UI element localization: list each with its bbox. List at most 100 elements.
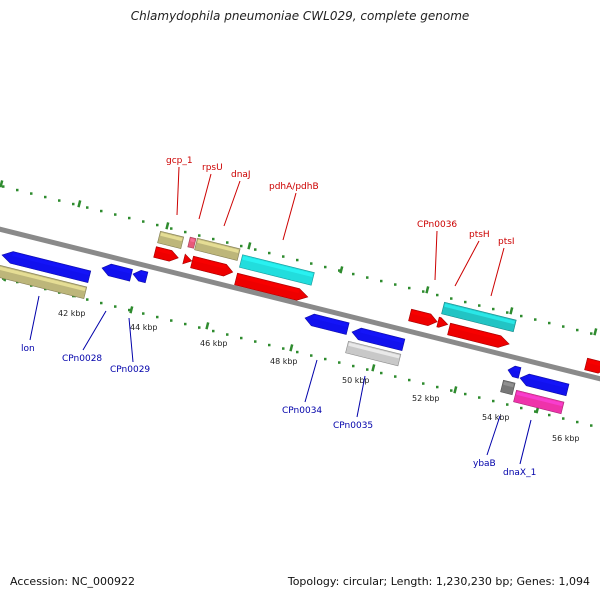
- gene-feature: [239, 254, 315, 286]
- gene-highlight: [516, 391, 563, 407]
- gene-feature: [157, 230, 185, 250]
- gene-label: dnaJ: [231, 170, 251, 180]
- inner-track-dot: [226, 333, 229, 336]
- inner-track-dot: [576, 420, 579, 424]
- label-leader: [82, 310, 107, 351]
- inner-track-dot: [436, 385, 439, 389]
- outer-track-dot: [450, 297, 453, 300]
- outer-track-dot: [478, 304, 481, 307]
- inner-track-dot: [408, 378, 411, 382]
- outer-track-dot: [254, 248, 257, 251]
- inner-track-dot: [464, 392, 467, 396]
- major-tick: [0, 180, 4, 188]
- label-leader: [454, 240, 480, 287]
- outer-track-dot: [86, 206, 89, 209]
- inner-track-dot: [212, 329, 215, 333]
- outer-track-dot: [520, 314, 523, 318]
- kbp-label: 44 kbp: [130, 323, 158, 332]
- gene-label: CPn0029: [110, 365, 150, 375]
- inner-track-dot: [142, 312, 145, 315]
- outer-track-dot: [282, 255, 285, 258]
- gene-highlight: [156, 248, 172, 255]
- outer-track-dot: [352, 272, 355, 276]
- inner-track-dot: [534, 410, 537, 413]
- gene-highlight: [360, 329, 404, 344]
- gene-highlight: [528, 375, 568, 389]
- gene-highlight: [313, 315, 348, 327]
- gene-feature: [584, 357, 600, 374]
- outer-dotted-track: [2, 185, 593, 335]
- gene-feature: [408, 308, 438, 326]
- outer-track-dot: [548, 321, 551, 325]
- inner-track-dot: [366, 368, 369, 371]
- inner-track-dot: [338, 361, 341, 364]
- label-leader: [223, 180, 241, 227]
- inner-track-dot: [128, 308, 131, 312]
- gene-label: ybaB: [473, 459, 496, 469]
- major-tick: [509, 307, 514, 315]
- inner-track-dot: [170, 319, 173, 322]
- outer-track-dot: [198, 234, 201, 237]
- label-leader: [486, 415, 501, 456]
- gene-feature: [351, 327, 406, 352]
- major-tick: [339, 266, 344, 274]
- kbp-label: 54 kbp: [482, 413, 510, 422]
- gene-feature: [513, 389, 565, 415]
- inner-track-dot: [156, 315, 159, 319]
- kbp-scale: 42 kbp 44 kbp 46 kbp 48 kbp 50 kbp 52 kbp 54 k…: [0, 180, 598, 443]
- gene-highlight: [190, 238, 195, 243]
- gene-highlight: [411, 310, 431, 319]
- outer-track-dot: [534, 318, 537, 321]
- outer-track-dot: [142, 220, 145, 223]
- gene-feature: [182, 253, 193, 265]
- outer-track-dot: [184, 230, 187, 234]
- inner-track-dot: [352, 364, 355, 368]
- gene-feature: [500, 379, 516, 396]
- gene-highlight: [160, 232, 183, 242]
- gene-label: CPn0036: [417, 220, 457, 230]
- outer-track-dot: [268, 251, 271, 255]
- label-leader: [304, 359, 318, 403]
- gene-highlight: [140, 271, 147, 276]
- gene-label: rpsU: [202, 163, 223, 173]
- outer-track-dot: [156, 223, 159, 227]
- inner-track-dot: [450, 389, 453, 392]
- inner-track-dot: [86, 298, 89, 301]
- gene-feature: [132, 270, 149, 284]
- gene-arrow: [500, 379, 516, 396]
- major-tick: [593, 328, 598, 336]
- genome-stats-text: Topology: circular; Length: 1,230,230 bp…: [287, 575, 590, 588]
- gene-label: pdhA/pdhB: [269, 182, 319, 192]
- kbp-label: 48 kbp: [270, 357, 298, 366]
- gene-highlight: [514, 367, 520, 372]
- major-tick: [425, 286, 430, 294]
- gene-feature: [153, 246, 179, 262]
- gene-arrow: [351, 327, 406, 352]
- gene-feature: [507, 365, 522, 379]
- label-leader: [176, 166, 180, 216]
- kbp-label: 52 kbp: [412, 394, 440, 403]
- gene-label: ptsH: [469, 230, 490, 240]
- outer-track-dot: [366, 276, 369, 279]
- outer-track-dot: [436, 293, 439, 297]
- accession-text: Accession: NC_000922: [10, 575, 136, 588]
- gene-highlight: [237, 274, 300, 294]
- gene-feature: [436, 316, 449, 328]
- major-tick: [205, 322, 210, 330]
- gene-labels: gcp_1 rpsU dnaJ pdhA/pdhB CPn0036 ptsH ptsI lon…: [21, 156, 536, 478]
- gene-highlight: [450, 324, 501, 341]
- gene-arrow: [304, 313, 350, 335]
- gene-feature: [345, 340, 402, 367]
- gene-highlight: [110, 265, 132, 274]
- inner-track-dot: [590, 424, 593, 427]
- gene-label: lon: [21, 344, 35, 354]
- gene-highlight: [439, 318, 441, 322]
- inner-track-dot: [254, 340, 257, 343]
- gene-feature: [234, 272, 309, 301]
- label-leader: [490, 247, 505, 297]
- gene-arrow: [182, 253, 193, 265]
- gene-feature: [1, 251, 92, 284]
- label-leader: [356, 375, 366, 418]
- gene-feature: [447, 322, 510, 348]
- gene-highlight: [185, 255, 187, 259]
